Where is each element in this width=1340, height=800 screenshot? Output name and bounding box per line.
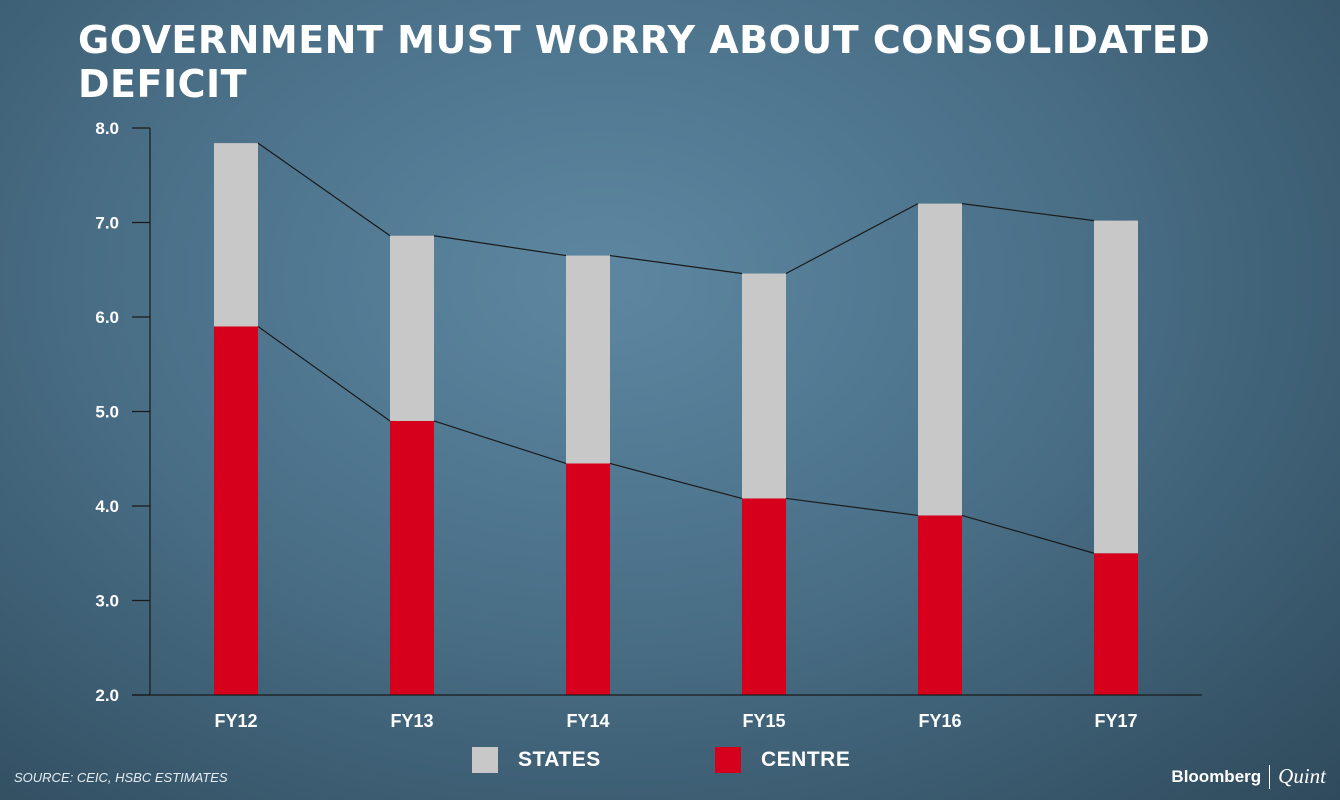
x-tick-label-fy16: FY16: [918, 711, 961, 731]
brand-logo: Bloomberg Quint: [1171, 764, 1326, 789]
x-tick-label-fy13: FY13: [390, 711, 433, 731]
bar-states-fy12: [214, 143, 258, 327]
centre-connector-segment: [785, 497, 919, 517]
x-tick-label-fy14: FY14: [566, 711, 609, 731]
bar-centre-fy17: [1094, 553, 1138, 695]
bar-states-fy13: [390, 235, 434, 421]
bar-centre-fy15: [742, 498, 786, 695]
bars-group: [214, 143, 1138, 695]
bar-states-fy17: [1094, 220, 1138, 554]
bar-centre-fy14: [566, 463, 610, 695]
legend-item-states: STATES: [472, 746, 601, 774]
centre-connector-segment: [609, 462, 743, 500]
total-connector-segment: [961, 203, 1095, 222]
centre-connector-segment: [961, 514, 1095, 554]
axes-group: FY12 FY13 FY14 FY15 FY16 FY17 8.0 7.0 6.0 5.0 4.0 3…: [95, 119, 1202, 731]
brand-secondary: Quint: [1278, 764, 1326, 788]
total-connector-segment: [257, 142, 391, 237]
bar-centre-fy13: [390, 420, 434, 695]
bar-centre-fy16: [918, 515, 962, 695]
legend-label-states: STATES: [518, 748, 601, 771]
chart-title: GOVERNMENT MUST WORRY ABOUT CONSOLIDATED…: [78, 18, 1211, 106]
y-tick-label: 5.0: [95, 403, 119, 422]
connector-lines-group: [257, 142, 1095, 554]
y-tick-label: 4.0: [95, 497, 119, 516]
y-tick-label: 2.0: [95, 686, 119, 705]
brand-divider: [1269, 764, 1271, 789]
x-tick-label-fy12: FY12: [214, 711, 257, 731]
x-tick-label-fy17: FY17: [1094, 711, 1137, 731]
x-tick-label-fy15: FY15: [742, 711, 785, 731]
legend-swatch-centre: [715, 747, 741, 773]
brand-primary: Bloomberg: [1171, 766, 1262, 786]
bar-states-fy16: [918, 203, 962, 516]
y-tick-label: 7.0: [95, 214, 119, 233]
bar-states-fy15: [742, 273, 786, 499]
centre-connector-segment: [257, 325, 391, 422]
bar-states-fy14: [566, 255, 610, 464]
y-tick-label: 6.0: [95, 308, 119, 327]
legend-label-centre: CENTRE: [761, 748, 851, 771]
centre-connector-segment: [433, 420, 567, 465]
y-tick-label: 8.0: [95, 119, 119, 138]
total-connector-segment: [609, 254, 743, 275]
total-connector-segment: [433, 235, 567, 257]
source-note: SOURCE: CEIC, HSBC ESTIMATES: [14, 770, 228, 785]
y-tick-label: 3.0: [95, 592, 119, 611]
legend-swatch-states: [472, 747, 498, 773]
legend-item-centre: CENTRE: [715, 746, 850, 774]
total-connector-segment: [785, 203, 919, 275]
bar-centre-fy12: [214, 326, 258, 695]
